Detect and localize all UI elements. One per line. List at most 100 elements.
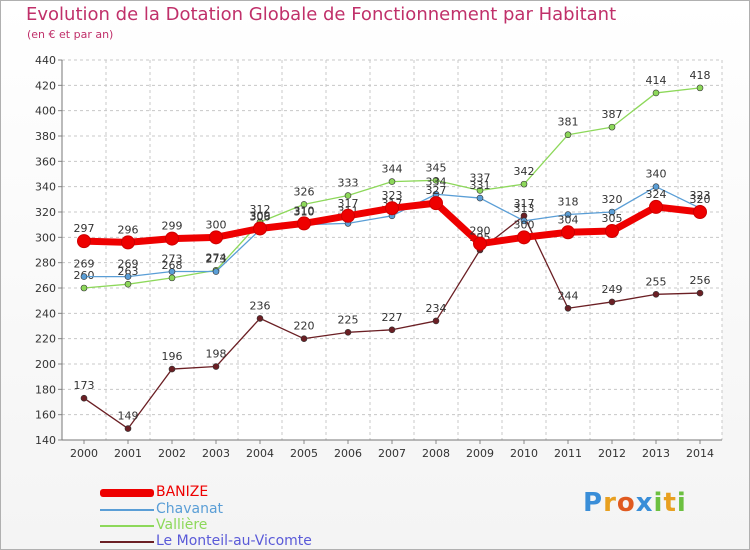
data-point-valli-re [520, 180, 528, 188]
legend-swatch-le-monteil [100, 541, 154, 543]
data-label-banize: 320 [690, 193, 711, 206]
data-label-banize: 297 [74, 222, 95, 235]
data-point-chavanat [652, 183, 660, 190]
data-label-banize: 309 [250, 209, 271, 222]
y-tick-label: 420 [35, 79, 56, 92]
data-point-valli-re [124, 280, 132, 288]
data-label-chavanat: 340 [646, 168, 667, 181]
data-label-le-monteil-au-vicomte: 234 [426, 302, 447, 315]
data-point-banize [297, 216, 311, 231]
data-label-le-monteil-au-vicomte: 249 [602, 283, 623, 296]
data-label-banize: 323 [382, 189, 403, 202]
data-label-valli-re: 344 [382, 163, 403, 176]
data-point-banize [517, 230, 531, 245]
x-tick-label: 2003 [202, 447, 230, 460]
data-point-banize [385, 201, 399, 216]
data-point-le-monteil-au-vicomte [212, 363, 220, 370]
y-tick-label: 400 [35, 105, 56, 118]
data-label-valli-re: 312 [250, 203, 271, 216]
x-tick-label: 2006 [334, 447, 362, 460]
x-tick-label: 2005 [290, 447, 318, 460]
data-label-le-monteil-au-vicomte: 244 [558, 289, 579, 302]
data-label-valli-re: 263 [118, 265, 139, 278]
data-point-le-monteil-au-vicomte [124, 425, 132, 432]
data-label-valli-re: 381 [558, 116, 579, 129]
y-tick-label: 240 [35, 307, 56, 320]
x-tick-label: 2013 [642, 447, 670, 460]
data-point-banize [561, 225, 575, 240]
data-point-valli-re [344, 192, 352, 199]
data-point-le-monteil-au-vicomte [652, 291, 660, 298]
y-tick-label: 440 [35, 54, 56, 67]
legend-label-le-monteil: Le Monteil-au-Vicomte [156, 533, 312, 549]
data-label-le-monteil-au-vicomte: 173 [74, 379, 95, 392]
x-tick-label: 2008 [422, 447, 450, 460]
data-label-valli-re: 337 [470, 171, 491, 184]
data-label-valli-re: 414 [646, 74, 667, 87]
x-tick-label: 2001 [114, 447, 142, 460]
data-point-valli-re [432, 177, 440, 184]
data-point-le-monteil-au-vicomte [608, 298, 616, 306]
data-label-valli-re: 418 [690, 69, 711, 82]
legend-label-chavanat: Chavanat [156, 501, 224, 517]
data-label-le-monteil-au-vicomte: 317 [514, 197, 535, 210]
data-label-chavanat: 269 [74, 258, 95, 271]
data-point-banize [165, 231, 179, 246]
data-point-chavanat [124, 273, 132, 280]
data-point-le-monteil-au-vicomte [388, 326, 396, 334]
legend-label-banize: BANIZE [156, 484, 209, 500]
data-label-le-monteil-au-vicomte: 225 [338, 313, 359, 326]
data-point-chavanat [520, 217, 528, 225]
data-label-banize: 300 [514, 218, 535, 231]
data-point-le-monteil-au-vicomte [344, 329, 352, 336]
data-point-chavanat [168, 268, 176, 275]
data-point-valli-re [608, 123, 616, 131]
data-point-chavanat [608, 208, 616, 216]
data-point-banize [121, 235, 135, 250]
y-tick-label: 140 [35, 434, 56, 447]
plot-area [62, 60, 722, 440]
data-label-banize: 296 [118, 223, 139, 236]
data-point-chavanat [564, 211, 572, 218]
legend-swatch-valliere [100, 525, 154, 527]
data-label-banize: 299 [162, 220, 183, 233]
data-point-valli-re [388, 178, 396, 185]
data-point-le-monteil-au-vicomte [80, 394, 88, 402]
data-label-chavanat: 269 [118, 258, 139, 271]
x-tick-label: 2000 [70, 447, 98, 460]
data-label-valli-re: 274 [206, 251, 227, 264]
data-label-chavanat: 273 [206, 253, 227, 266]
data-point-chavanat [212, 268, 220, 275]
data-label-banize: 304 [558, 213, 579, 226]
data-label-banize: 310 [294, 204, 315, 217]
data-label-banize: 305 [602, 212, 623, 225]
data-label-le-monteil-au-vicomte: 256 [690, 274, 711, 287]
data-point-banize [209, 230, 223, 245]
data-point-le-monteil-au-vicomte [300, 335, 308, 342]
data-point-le-monteil-au-vicomte [168, 365, 176, 373]
data-label-le-monteil-au-vicomte: 196 [162, 350, 183, 363]
y-tick-label: 200 [35, 358, 56, 371]
y-tick-label: 180 [35, 383, 56, 396]
data-point-le-monteil-au-vicomte [696, 289, 704, 297]
data-point-valli-re [564, 131, 572, 139]
data-point-valli-re [300, 201, 308, 208]
data-point-banize [693, 205, 707, 219]
data-label-chavanat: 313 [514, 202, 535, 215]
y-tick-label: 320 [35, 206, 56, 219]
legend-swatch-banize [100, 489, 154, 497]
y-tick-label: 160 [35, 409, 56, 422]
data-point-chavanat [80, 273, 88, 280]
x-tick-label: 2012 [598, 447, 626, 460]
data-label-chavanat: 310 [294, 206, 315, 219]
legend-label-valliere: Vallière [156, 517, 208, 533]
legend-swatch-chavanat [100, 509, 154, 511]
data-label-chavanat: 306 [250, 211, 271, 224]
data-label-valli-re: 387 [602, 108, 623, 121]
data-point-banize [341, 208, 355, 223]
data-point-banize [605, 224, 619, 238]
data-point-le-monteil-au-vicomte [256, 315, 264, 322]
data-label-valli-re: 333 [338, 177, 359, 190]
data-label-valli-re: 326 [294, 185, 315, 198]
